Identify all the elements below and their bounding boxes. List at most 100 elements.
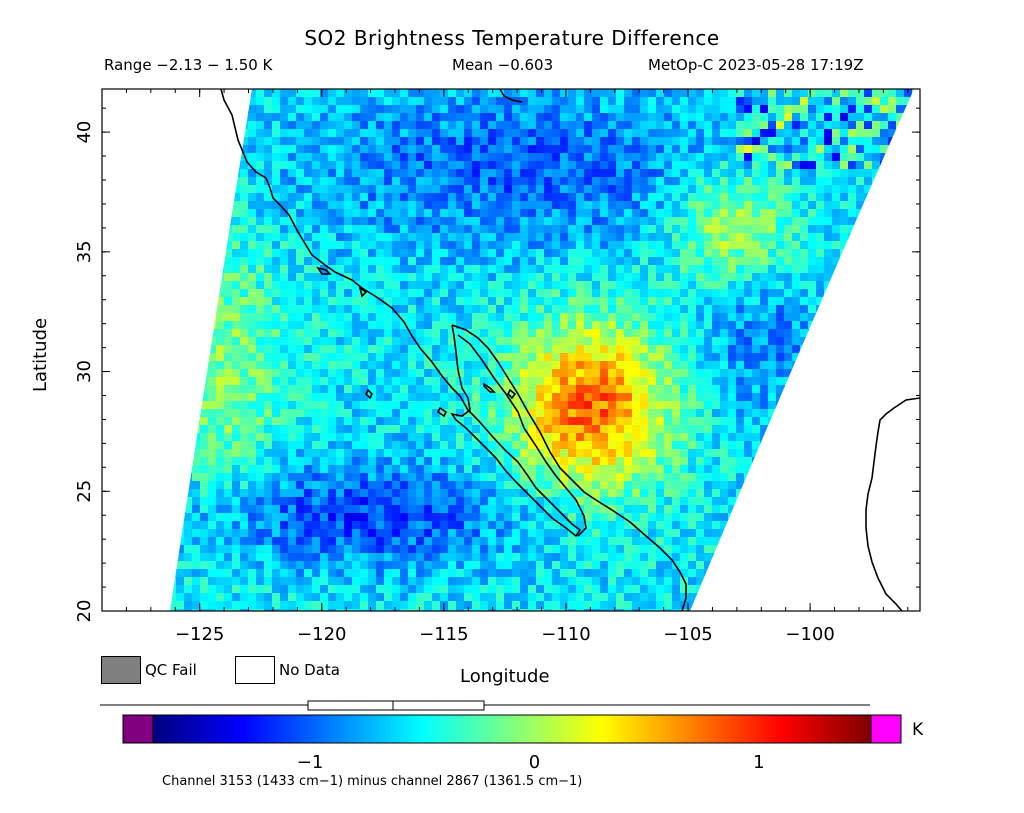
field-cell: [664, 129, 673, 138]
field-cell: [400, 393, 409, 402]
field-cell: [648, 177, 657, 186]
field-cell: [624, 185, 633, 194]
field-cell: [648, 353, 657, 362]
field-cell: [264, 121, 273, 130]
field-cell: [264, 257, 273, 266]
field-cell: [592, 481, 601, 490]
field-cell: [432, 393, 441, 402]
field-cell: [728, 489, 737, 498]
field-cell: [688, 385, 697, 394]
field-cell: [408, 153, 417, 162]
field-cell: [752, 441, 761, 450]
field-cell: [704, 433, 713, 442]
field-cell: [600, 497, 609, 506]
field-cell: [776, 193, 785, 202]
field-cell: [200, 169, 209, 178]
field-cell: [832, 393, 841, 402]
field-cell: [616, 345, 625, 354]
field-cell: [896, 393, 905, 402]
field-cell: [352, 401, 361, 410]
field-cell: [720, 281, 729, 290]
field-cell: [864, 369, 873, 378]
field-cell: [768, 193, 777, 202]
field-cell: [856, 137, 865, 146]
field-cell: [504, 113, 513, 122]
field-cell: [336, 489, 345, 498]
field-cell: [736, 361, 745, 370]
field-cell: [240, 425, 249, 434]
field-cell: [592, 417, 601, 426]
field-cell: [248, 433, 257, 442]
field-cell: [384, 129, 393, 138]
field-cell: [640, 137, 649, 146]
field-cell: [352, 313, 361, 322]
field-cell: [504, 97, 513, 106]
field-cell: [816, 313, 825, 322]
field-cell: [400, 169, 409, 178]
field-cell: [544, 425, 553, 434]
field-cell: [568, 217, 577, 226]
field-cell: [536, 129, 545, 138]
field-cell: [712, 233, 721, 242]
field-cell: [840, 241, 849, 250]
field-cell: [664, 233, 673, 242]
field-cell: [368, 233, 377, 242]
field-cell: [768, 345, 777, 354]
field-cell: [208, 425, 217, 434]
field-cell: [216, 473, 225, 482]
field-cell: [848, 497, 857, 506]
field-cell: [496, 473, 505, 482]
field-cell: [680, 225, 689, 234]
field-cell: [160, 161, 169, 170]
field-cell: [856, 473, 865, 482]
field-cell: [224, 297, 233, 306]
field-cell: [784, 497, 793, 506]
field-cell: [344, 401, 353, 410]
field-cell: [552, 345, 561, 354]
field-cell: [296, 273, 305, 282]
field-cell: [416, 177, 425, 186]
field-cell: [680, 153, 689, 162]
field-cell: [200, 265, 209, 274]
field-cell: [512, 209, 521, 218]
field-cell: [808, 225, 817, 234]
field-cell: [200, 257, 209, 266]
field-cell: [336, 321, 345, 330]
field-cell: [360, 153, 369, 162]
field-cell: [728, 281, 737, 290]
field-cell: [704, 345, 713, 354]
field-cell: [232, 145, 241, 154]
field-cell: [736, 473, 745, 482]
field-cell: [784, 193, 793, 202]
field-cell: [216, 273, 225, 282]
field-cell: [728, 217, 737, 226]
field-cell: [736, 217, 745, 226]
field-cell: [864, 409, 873, 418]
field-cell: [856, 337, 865, 346]
field-cell: [608, 449, 617, 458]
field-cell: [352, 497, 361, 506]
field-cell: [192, 409, 201, 418]
field-cell: [384, 489, 393, 498]
field-cell: [712, 113, 721, 122]
field-cell: [408, 433, 417, 442]
field-cell: [432, 329, 441, 338]
field-cell: [632, 177, 641, 186]
field-cell: [528, 145, 537, 154]
field-cell: [224, 361, 233, 370]
field-cell: [696, 345, 705, 354]
field-cell: [704, 305, 713, 314]
field-cell: [736, 89, 745, 98]
field-cell: [512, 321, 521, 330]
field-cell: [568, 361, 577, 370]
field-cell: [640, 193, 649, 202]
field-cell: [368, 121, 377, 130]
field-cell: [864, 265, 873, 274]
field-cell: [720, 169, 729, 178]
field-cell: [552, 265, 561, 274]
field-cell: [384, 161, 393, 170]
field-cell: [888, 161, 897, 170]
field-cell: [256, 137, 265, 146]
field-cell: [832, 241, 841, 250]
field-cell: [184, 97, 193, 106]
